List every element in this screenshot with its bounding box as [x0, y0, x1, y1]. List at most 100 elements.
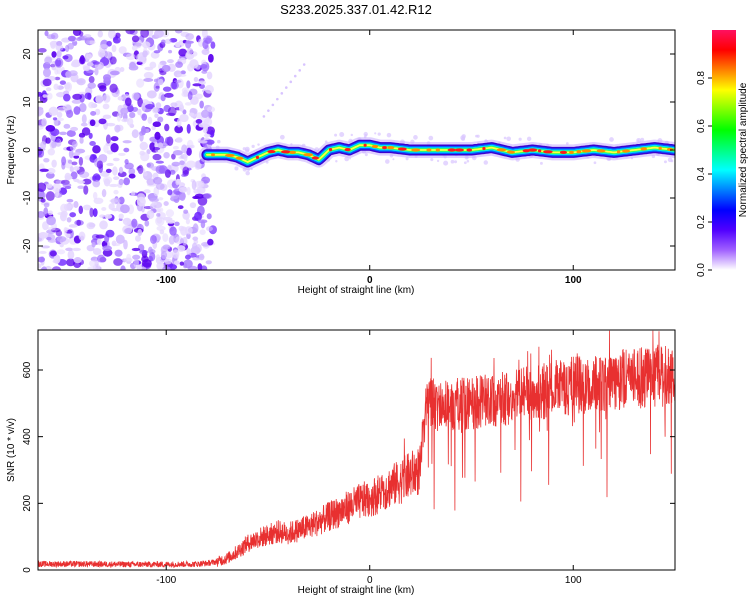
noise-blob: [83, 66, 91, 72]
faint-dot: [392, 158, 395, 161]
noise-blob: [116, 112, 122, 122]
noise-blob: [200, 265, 208, 270]
noise-blob: [38, 146, 43, 156]
noise-blob: [194, 160, 202, 170]
noise-blob: [69, 145, 76, 151]
noise-blob: [54, 57, 64, 68]
noise-blob: [41, 245, 50, 249]
noise-blob: [102, 114, 112, 120]
noise-blob: [157, 197, 164, 201]
noise-blob: [66, 198, 74, 203]
faint-dot: [640, 137, 645, 142]
noise-blob: [112, 36, 121, 44]
noise-blob: [102, 245, 112, 252]
noise-blob: [201, 48, 210, 56]
noise-blob: [56, 111, 63, 118]
noise-blob: [120, 107, 129, 115]
noise-blob: [51, 266, 62, 270]
noise-blob: [62, 55, 69, 60]
ridge-hotspot: [303, 153, 314, 157]
faint-dot: [276, 97, 279, 101]
noise-blob: [157, 116, 164, 123]
noise-blob: [123, 239, 128, 250]
noise-blob: [65, 71, 72, 78]
noise-blob: [141, 41, 151, 49]
noise-blob: [99, 220, 108, 230]
noise-blob: [107, 30, 116, 39]
noise-blob: [99, 214, 105, 218]
noise-blob: [38, 256, 45, 263]
noise-blob: [151, 201, 157, 206]
noise-blob: [131, 191, 136, 197]
noise-blob: [199, 229, 206, 235]
faint-dot: [476, 134, 480, 138]
noise-blob: [168, 49, 173, 54]
noise-blob: [62, 183, 72, 188]
noise-blob: [173, 260, 180, 265]
noise-blob: [66, 217, 72, 223]
noise-blob: [89, 207, 94, 218]
faint-dot: [267, 109, 270, 112]
noise-blob: [68, 224, 78, 228]
noise-blob: [168, 235, 175, 245]
ridge-hotspot: [622, 149, 631, 153]
noise-blob: [42, 94, 47, 98]
noise-blob: [86, 62, 94, 67]
noise-blob: [73, 166, 80, 171]
noise-blob: [105, 134, 111, 144]
noise-blob: [108, 183, 119, 188]
noise-blob: [147, 246, 153, 255]
ridge-hotspot: [311, 156, 319, 160]
snr-xlabel: Height of straight line (km): [298, 585, 415, 596]
noise-blob: [45, 87, 52, 92]
noise-blob: [63, 123, 71, 129]
noise-blob: [53, 254, 61, 264]
noise-blob: [67, 35, 76, 42]
noise-blob: [53, 83, 59, 91]
noise-blob: [38, 250, 47, 254]
faint-dot: [405, 157, 409, 161]
noise-blob: [110, 143, 119, 153]
noise-blob: [175, 41, 181, 48]
noise-blob: [91, 175, 97, 182]
noise-blob: [178, 48, 188, 57]
noise-blob: [192, 242, 198, 250]
ridge-hotspot: [543, 150, 553, 154]
noise-blob: [120, 265, 126, 270]
noise-blob: [87, 266, 98, 270]
noise-blob: [70, 126, 79, 132]
colorbar-tick-label: 0.4: [696, 167, 707, 181]
noise-blob: [122, 217, 132, 226]
snr-ytick-label: 400: [22, 428, 33, 445]
noise-blob: [179, 191, 186, 202]
faint-dot: [503, 136, 507, 140]
noise-blob: [207, 238, 214, 246]
noise-blob: [182, 109, 187, 115]
noise-blob: [39, 191, 46, 199]
faint-dot: [593, 161, 597, 165]
noise-blob: [201, 109, 210, 119]
noise-blob: [146, 90, 157, 99]
snr-ylabel: SNR (10 * v/v): [6, 418, 17, 482]
noise-blob: [143, 77, 154, 82]
noise-blob: [144, 128, 150, 133]
faint-dot: [284, 86, 288, 89]
noise-blob: [109, 70, 120, 76]
noise-blob: [56, 50, 62, 58]
noise-blob: [86, 222, 96, 230]
noise-blob: [189, 202, 197, 209]
noise-blob: [59, 80, 66, 85]
ridge-hotspot: [658, 146, 662, 150]
faint-dot: [385, 159, 390, 164]
ridge-hotspot: [387, 146, 395, 150]
noise-blob: [152, 106, 158, 114]
ridge-hotspot: [581, 149, 592, 153]
noise-blob: [146, 178, 155, 186]
noise-blob: [174, 125, 184, 134]
noise-blob: [140, 152, 150, 162]
noise-blob: [193, 77, 199, 82]
faint-dot: [436, 159, 440, 163]
ridge-hotspot: [382, 146, 387, 150]
noise-blob: [55, 92, 66, 98]
noise-blob: [153, 176, 163, 185]
